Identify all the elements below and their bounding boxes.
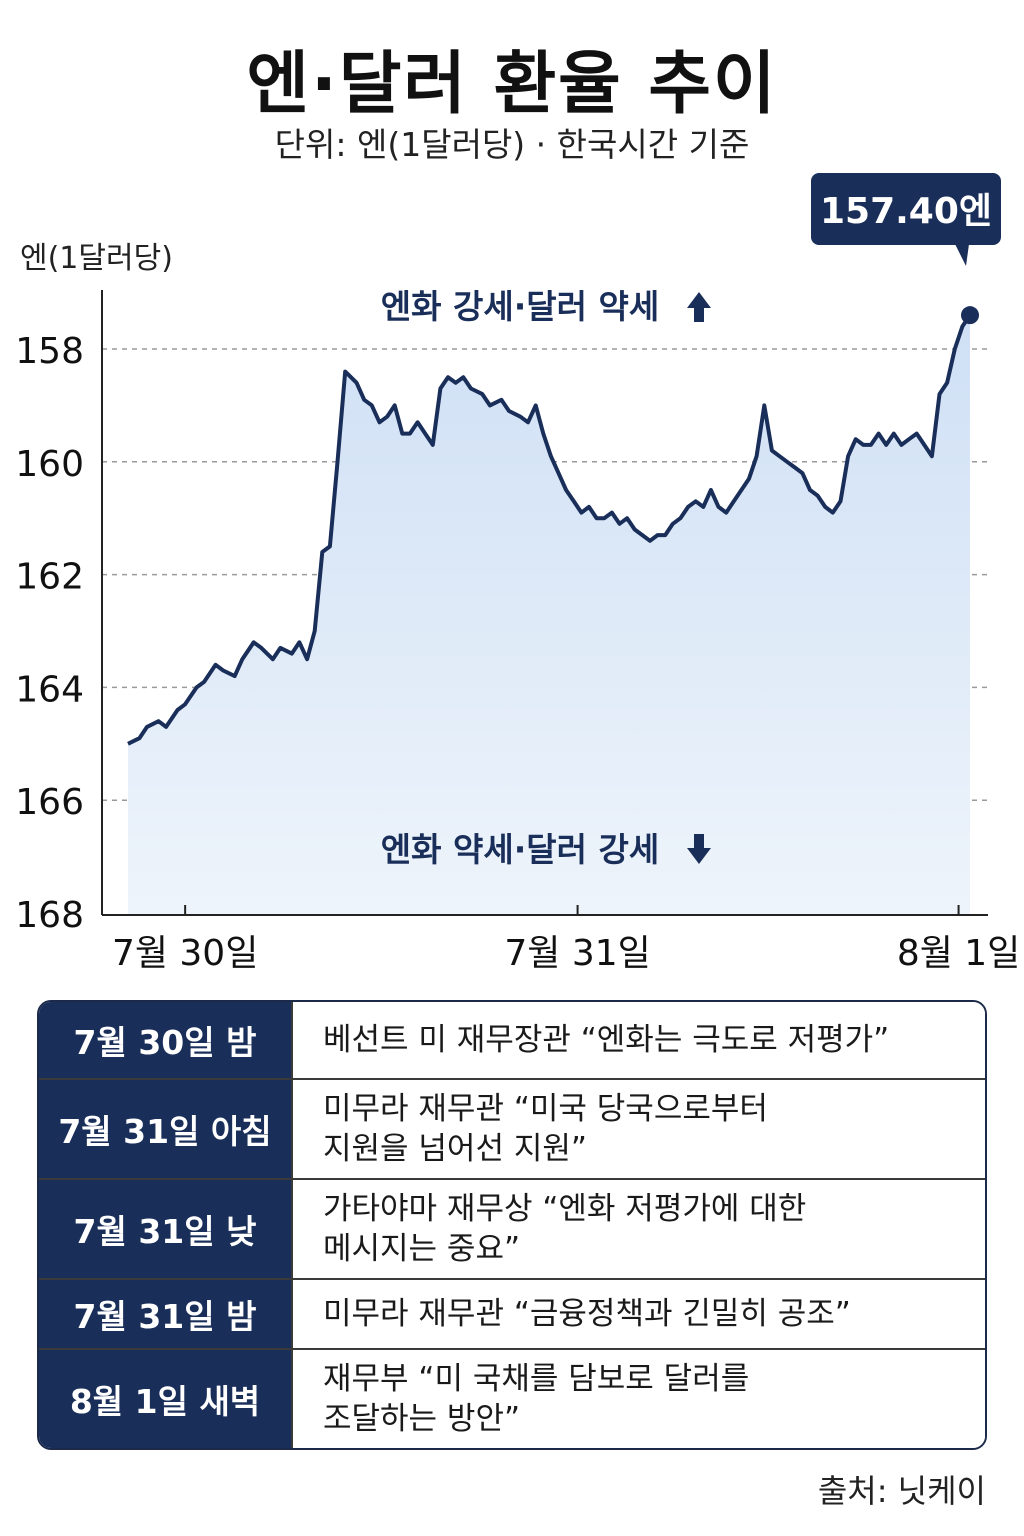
event-description-line: 미무라 재무관 “금융정책과 긴밀히 공조” — [323, 1296, 851, 1332]
down-arrow-icon — [687, 834, 711, 864]
y-tick-label: 164 — [15, 669, 84, 710]
event-row: 7월 31일 밤 미무라 재무관 “금융정책과 긴밀히 공조” — [39, 1278, 985, 1348]
event-description-line: 지원을 넘어선 지원” — [323, 1131, 587, 1167]
end-point-marker — [961, 306, 979, 325]
event-description-line: 재무부 “미 국채를 담보로 달러를 — [323, 1361, 750, 1397]
area-fill — [128, 315, 970, 915]
event-row: 7월 31일 낮 가타야마 재무상 “엔화 저평가에 대한 메시지는 중요” — [39, 1178, 985, 1278]
annotation-yen-strong: 엔화 강세·달러 약세 — [381, 287, 659, 326]
event-row: 7월 30일 밤 베선트 미 재무장관 “엔화는 극도로 저평가” — [39, 1002, 985, 1078]
event-date: 8월 1일 새벽 — [39, 1350, 293, 1448]
event-description-line: 가타야마 재무상 “엔화 저평가에 대한 — [323, 1191, 807, 1227]
source-note: 출처: 닛케이 — [817, 1472, 986, 1510]
y-tick-label: 158 — [15, 331, 84, 372]
callout-label: 157.40엔 — [820, 191, 992, 232]
y-tick-label: 168 — [15, 895, 84, 936]
event-description: 미무라 재무관 “금융정책과 긴밀히 공조” — [293, 1280, 985, 1348]
event-row: 8월 1일 새벽 재무부 “미 국채를 담보로 달러를 조달하는 방안” — [39, 1348, 985, 1448]
page-title: 엔·달러 환율 추이 — [246, 45, 778, 124]
up-arrow-icon — [687, 292, 711, 322]
y-axis-label: 엔(1달러당) — [20, 241, 173, 276]
y-tick-label: 160 — [15, 444, 84, 485]
exchange-rate-chart: 엔(1달러당) 158 160 162 164 166 168 7월 30일 7월 31일 8월 … — [15, 173, 1021, 974]
annotation-yen-weak: 엔화 약세·달러 강세 — [381, 830, 659, 869]
event-description: 베선트 미 재무장관 “엔화는 극도로 저평가” — [293, 1002, 985, 1078]
series-line — [127, 314, 972, 746]
event-description-line: 조달하는 방안” — [323, 1401, 521, 1437]
event-description-line: 베선트 미 재무장관 “엔화는 극도로 저평가” — [323, 1022, 890, 1058]
event-date: 7월 31일 낮 — [39, 1180, 293, 1278]
page-subtitle: 단위: 엔(1달러당) · 한국시간 기준 — [274, 125, 750, 164]
event-description-line: 메시지는 중요” — [323, 1231, 521, 1267]
y-tick-label: 162 — [15, 557, 84, 598]
event-description-line: 미무라 재무관 “미국 당국으로부터 — [323, 1091, 768, 1127]
x-tick-label: 7월 30일 — [112, 933, 258, 974]
x-tick-label: 7월 31일 — [504, 933, 650, 974]
callout-box — [811, 173, 1001, 245]
callout-pointer — [955, 244, 969, 266]
y-tick-label: 166 — [15, 782, 84, 823]
event-date: 7월 31일 밤 — [39, 1280, 293, 1348]
x-tick-label: 8월 1일 — [897, 933, 1021, 974]
event-date: 7월 31일 아침 — [39, 1080, 293, 1178]
event-row: 7월 31일 아침 미무라 재무관 “미국 당국으로부터 지원을 넘어선 지원” — [39, 1078, 985, 1178]
event-date: 7월 30일 밤 — [39, 1002, 293, 1078]
events-table: 7월 30일 밤 베선트 미 재무장관 “엔화는 극도로 저평가” 7월 31일 아… — [37, 1000, 987, 1450]
